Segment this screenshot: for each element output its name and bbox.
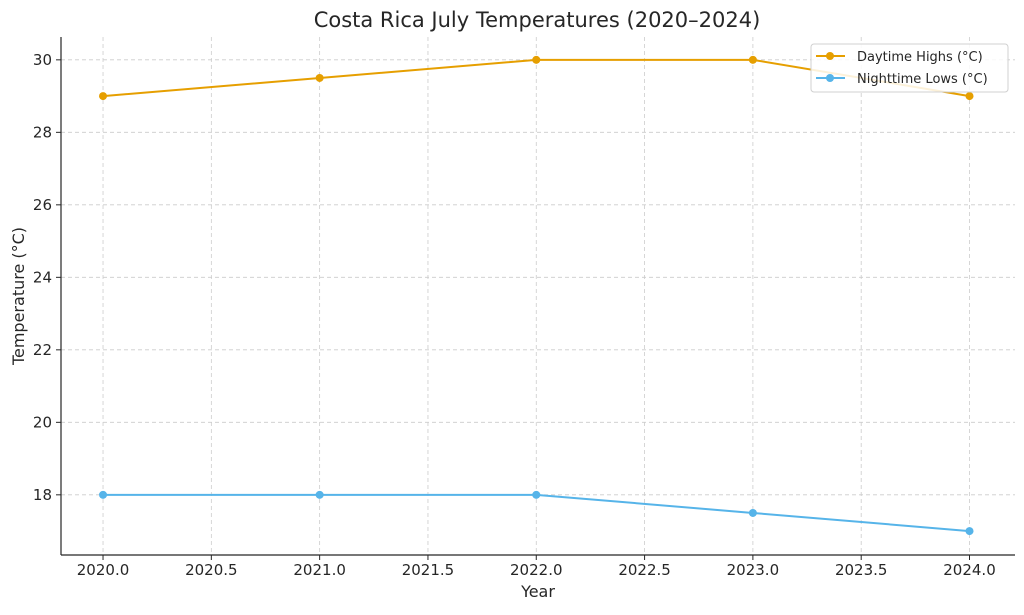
- y-tick-label: 18: [33, 486, 52, 504]
- x-axis-label: Year: [520, 582, 555, 601]
- data-point-0: [532, 55, 541, 64]
- x-axis-ticks: 2020.0 2020.5 2021.0 2021.5 2022.0 2022.5 2023…: [77, 555, 996, 579]
- legend: Daytime Highs (°C) Nighttime Lows (°C): [810, 43, 1009, 93]
- legend-box: [810, 43, 1009, 93]
- grid: [61, 37, 1015, 555]
- data-point-1: [315, 490, 324, 499]
- x-tick-label: 2022.5: [618, 561, 671, 579]
- x-tick-label: 2021.5: [402, 561, 455, 579]
- data-point-1: [99, 490, 108, 499]
- data-point-1: [965, 527, 974, 536]
- y-axis-label: Temperature (°C): [9, 227, 28, 366]
- x-tick-label: 2021.0: [293, 561, 346, 579]
- legend-marker-highs: [826, 52, 834, 60]
- x-tick-label: 2020.0: [77, 561, 130, 579]
- x-tick-label: 2024.0: [943, 561, 996, 579]
- y-tick-label: 28: [33, 123, 52, 141]
- data-point-0: [748, 55, 757, 64]
- x-tick-label: 2023.5: [835, 561, 888, 579]
- y-tick-label: 20: [33, 413, 52, 431]
- data-point-0: [965, 92, 974, 101]
- chart-title: Costa Rica July Temperatures (2020–2024): [314, 8, 761, 32]
- series-layer: [99, 55, 974, 536]
- x-tick-label: 2020.5: [185, 561, 238, 579]
- y-tick-label: 22: [33, 341, 52, 359]
- y-tick-label: 24: [33, 268, 52, 286]
- x-tick-label: 2023.0: [727, 561, 780, 579]
- legend-label-highs: Daytime Highs (°C): [857, 50, 983, 65]
- legend-marker-lows: [826, 74, 834, 82]
- x-tick-label: 2022.0: [510, 561, 563, 579]
- y-axis-ticks: 18 20 22 24 26 28 30: [33, 51, 61, 504]
- legend-label-lows: Nighttime Lows (°C): [857, 72, 988, 87]
- y-tick-label: 26: [33, 196, 52, 214]
- data-point-1: [748, 508, 757, 517]
- data-point-0: [99, 92, 108, 101]
- data-point-0: [315, 73, 324, 82]
- data-point-1: [532, 490, 541, 499]
- y-tick-label: 30: [33, 51, 52, 69]
